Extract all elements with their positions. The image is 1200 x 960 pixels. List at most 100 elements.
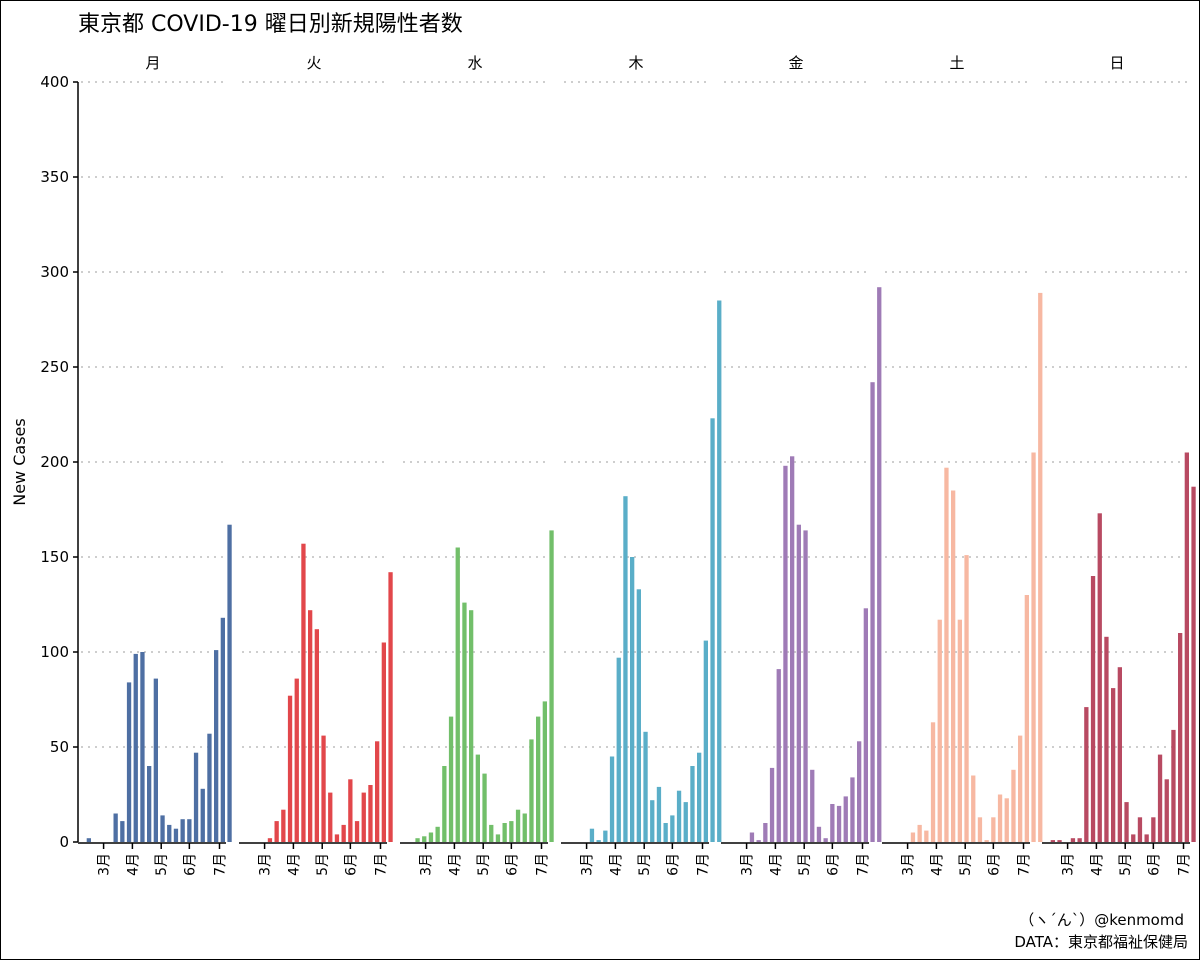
bar bbox=[663, 823, 668, 842]
bar bbox=[448, 716, 454, 842]
bar bbox=[294, 678, 299, 842]
bar bbox=[616, 657, 621, 842]
bar bbox=[281, 809, 286, 842]
bar bbox=[126, 682, 132, 842]
bar bbox=[1111, 688, 1116, 842]
bar bbox=[910, 832, 916, 842]
facet-label: 月 bbox=[145, 54, 160, 72]
bar bbox=[1151, 817, 1156, 842]
bar bbox=[710, 418, 715, 842]
bar bbox=[769, 767, 775, 842]
facet-label: 日 bbox=[1109, 54, 1124, 72]
x-tick-label: 3月 bbox=[419, 853, 435, 876]
bar bbox=[1137, 817, 1143, 842]
x-tick-label: 5月 bbox=[315, 853, 331, 876]
bar bbox=[482, 773, 487, 842]
bar bbox=[1104, 636, 1109, 842]
bar bbox=[274, 821, 279, 842]
bar bbox=[522, 813, 527, 842]
x-tick-label: 4月 bbox=[608, 853, 624, 876]
bar bbox=[944, 467, 949, 842]
y-axis: 0 50 100 150 200 250 300 350 400 bbox=[40, 73, 79, 851]
bar bbox=[971, 775, 976, 842]
bar bbox=[381, 642, 386, 842]
bar bbox=[1097, 513, 1102, 842]
bar bbox=[1077, 838, 1082, 842]
bar bbox=[650, 800, 655, 842]
x-tick-label: 3月 bbox=[1061, 853, 1077, 876]
bar bbox=[415, 838, 420, 842]
bar bbox=[160, 815, 165, 842]
bar bbox=[469, 610, 474, 842]
x-tick-label: 7月 bbox=[856, 853, 872, 876]
bar bbox=[776, 669, 781, 842]
bar bbox=[542, 701, 547, 842]
bar bbox=[596, 840, 601, 842]
bar bbox=[857, 741, 862, 842]
bar bbox=[455, 547, 460, 842]
bar bbox=[140, 652, 145, 842]
bar bbox=[1124, 802, 1129, 842]
bar bbox=[1070, 838, 1076, 842]
bar bbox=[790, 456, 795, 842]
x-tick-label: 4月 bbox=[125, 853, 141, 876]
bar bbox=[877, 287, 882, 842]
bar bbox=[589, 828, 595, 842]
x-tick-label: 3月 bbox=[740, 853, 756, 876]
bar bbox=[630, 557, 635, 842]
bar bbox=[697, 752, 702, 842]
bar bbox=[796, 524, 801, 842]
x-tick-label: 6月 bbox=[504, 853, 520, 876]
bar bbox=[836, 805, 842, 842]
bar bbox=[870, 382, 875, 842]
bar bbox=[1171, 729, 1176, 842]
x-tick-label: 7月 bbox=[213, 853, 229, 876]
x-tick-label: 3月 bbox=[580, 853, 596, 876]
bar bbox=[227, 524, 232, 842]
bar bbox=[489, 824, 494, 842]
x-tick-label: 4月 bbox=[286, 853, 302, 876]
bar bbox=[997, 794, 1003, 842]
y-tick-label: 350 bbox=[40, 168, 69, 186]
x-tick-label: 7月 bbox=[535, 853, 551, 876]
facet-panel: 土 3月 4月 5月 6月 7月 bbox=[882, 54, 1043, 876]
bar bbox=[991, 817, 996, 842]
bar bbox=[636, 589, 641, 842]
x-tick-label: 5月 bbox=[476, 853, 492, 876]
bar bbox=[153, 678, 158, 842]
bar bbox=[823, 838, 828, 842]
bar bbox=[200, 788, 205, 842]
bar bbox=[120, 821, 125, 842]
bar bbox=[1178, 633, 1183, 842]
bar bbox=[187, 819, 192, 842]
bar bbox=[1191, 486, 1196, 842]
bar bbox=[475, 754, 480, 842]
bar bbox=[267, 838, 273, 842]
bar bbox=[301, 543, 306, 842]
bar bbox=[683, 802, 688, 842]
bar bbox=[113, 813, 118, 842]
bar bbox=[515, 809, 521, 842]
bar bbox=[442, 766, 447, 842]
bar bbox=[167, 824, 172, 842]
bar bbox=[348, 779, 353, 842]
bar bbox=[930, 722, 936, 842]
x-tick-label: 4月 bbox=[929, 853, 945, 876]
bar bbox=[1157, 754, 1163, 842]
x-tick-label: 6月 bbox=[986, 853, 1002, 876]
x-tick-label: 4月 bbox=[768, 853, 784, 876]
bar bbox=[368, 785, 373, 842]
bar bbox=[937, 619, 942, 842]
facet-panel: 木 3月 4月 5月 6月 7月 bbox=[561, 54, 722, 876]
facet-label: 金 bbox=[788, 54, 803, 72]
x-tick-label: 5月 bbox=[958, 853, 974, 876]
facet-panel: 火 3月 4月 5月 6月 7月 bbox=[239, 54, 393, 876]
x-tick-label: 6月 bbox=[343, 853, 359, 876]
bar bbox=[749, 832, 755, 842]
bar bbox=[328, 792, 333, 842]
bar bbox=[1024, 595, 1029, 842]
x-tick-label: 5月 bbox=[154, 853, 170, 876]
bar bbox=[1050, 840, 1055, 842]
x-tick-label: 3月 bbox=[258, 853, 274, 876]
bar bbox=[428, 832, 434, 842]
